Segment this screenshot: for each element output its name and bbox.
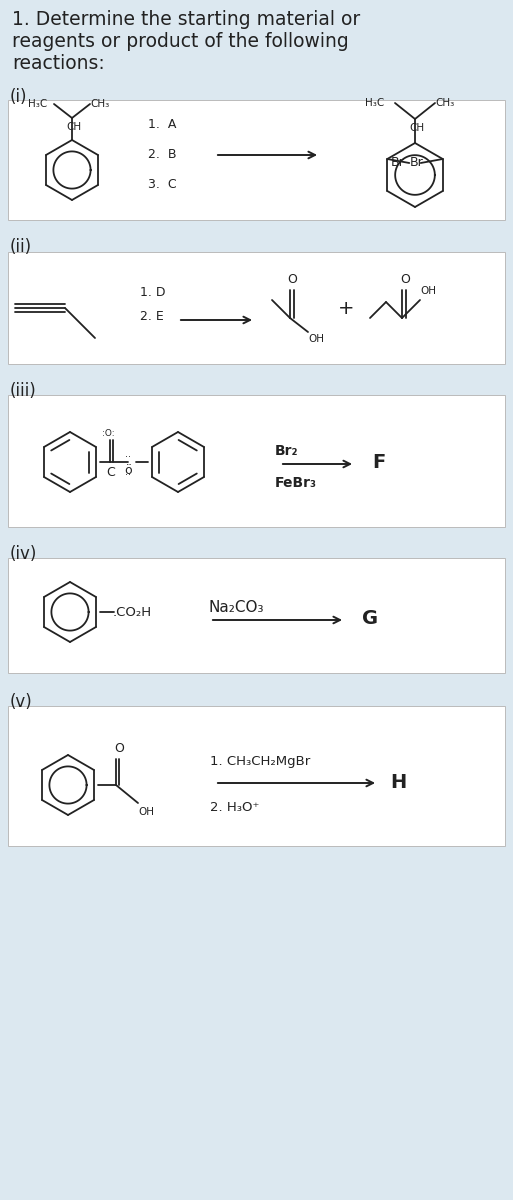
Text: H₃C: H₃C <box>28 98 47 109</box>
Text: Na₂CO₃: Na₂CO₃ <box>208 600 264 614</box>
Text: 2.  B: 2. B <box>148 148 176 161</box>
Text: Br₂: Br₂ <box>275 444 299 458</box>
Text: CH: CH <box>409 122 424 133</box>
Text: (ii): (ii) <box>10 238 32 256</box>
Text: H₃C: H₃C <box>365 98 384 108</box>
FancyBboxPatch shape <box>8 252 505 364</box>
Text: +: + <box>338 299 354 318</box>
Text: ö: ö <box>124 464 132 476</box>
Text: Br: Br <box>391 156 404 169</box>
Text: OH: OH <box>308 334 324 344</box>
Text: CH: CH <box>66 122 81 132</box>
Text: CH₃: CH₃ <box>435 98 454 108</box>
Text: 1. Determine the starting material or: 1. Determine the starting material or <box>12 10 360 29</box>
Text: Br: Br <box>409 156 423 169</box>
Text: 2. H₃O⁺: 2. H₃O⁺ <box>210 802 260 814</box>
Text: :O:: :O: <box>102 430 114 438</box>
Text: G: G <box>362 608 378 628</box>
Text: C: C <box>106 466 115 479</box>
Text: reagents or product of the following: reagents or product of the following <box>12 32 349 50</box>
FancyBboxPatch shape <box>8 706 505 846</box>
Text: (i): (i) <box>10 88 28 106</box>
Text: OH: OH <box>420 286 436 296</box>
FancyBboxPatch shape <box>8 100 505 220</box>
Text: (v): (v) <box>10 692 33 710</box>
Text: reactions:: reactions: <box>12 54 105 73</box>
Text: ..: .. <box>125 467 131 476</box>
Text: (iii): (iii) <box>10 382 37 400</box>
Text: H: H <box>390 774 406 792</box>
Text: 2. E: 2. E <box>140 310 164 323</box>
Text: OH: OH <box>138 806 154 817</box>
Text: 3.  C: 3. C <box>148 178 176 191</box>
Text: .CO₂H: .CO₂H <box>113 606 152 618</box>
FancyBboxPatch shape <box>8 395 505 527</box>
Text: F: F <box>372 452 385 472</box>
Text: CH₃: CH₃ <box>90 98 109 109</box>
Text: FeBr₃: FeBr₃ <box>275 476 317 490</box>
FancyBboxPatch shape <box>8 558 505 673</box>
Text: O: O <box>287 272 297 286</box>
Text: 1.  A: 1. A <box>148 118 176 131</box>
Text: O: O <box>114 742 124 755</box>
Text: 1. D: 1. D <box>140 286 166 299</box>
Text: 1. CH₃CH₂MgBr: 1. CH₃CH₂MgBr <box>210 755 310 768</box>
Text: ..: .. <box>125 449 131 458</box>
Text: O: O <box>400 272 410 286</box>
Text: (iv): (iv) <box>10 545 37 563</box>
